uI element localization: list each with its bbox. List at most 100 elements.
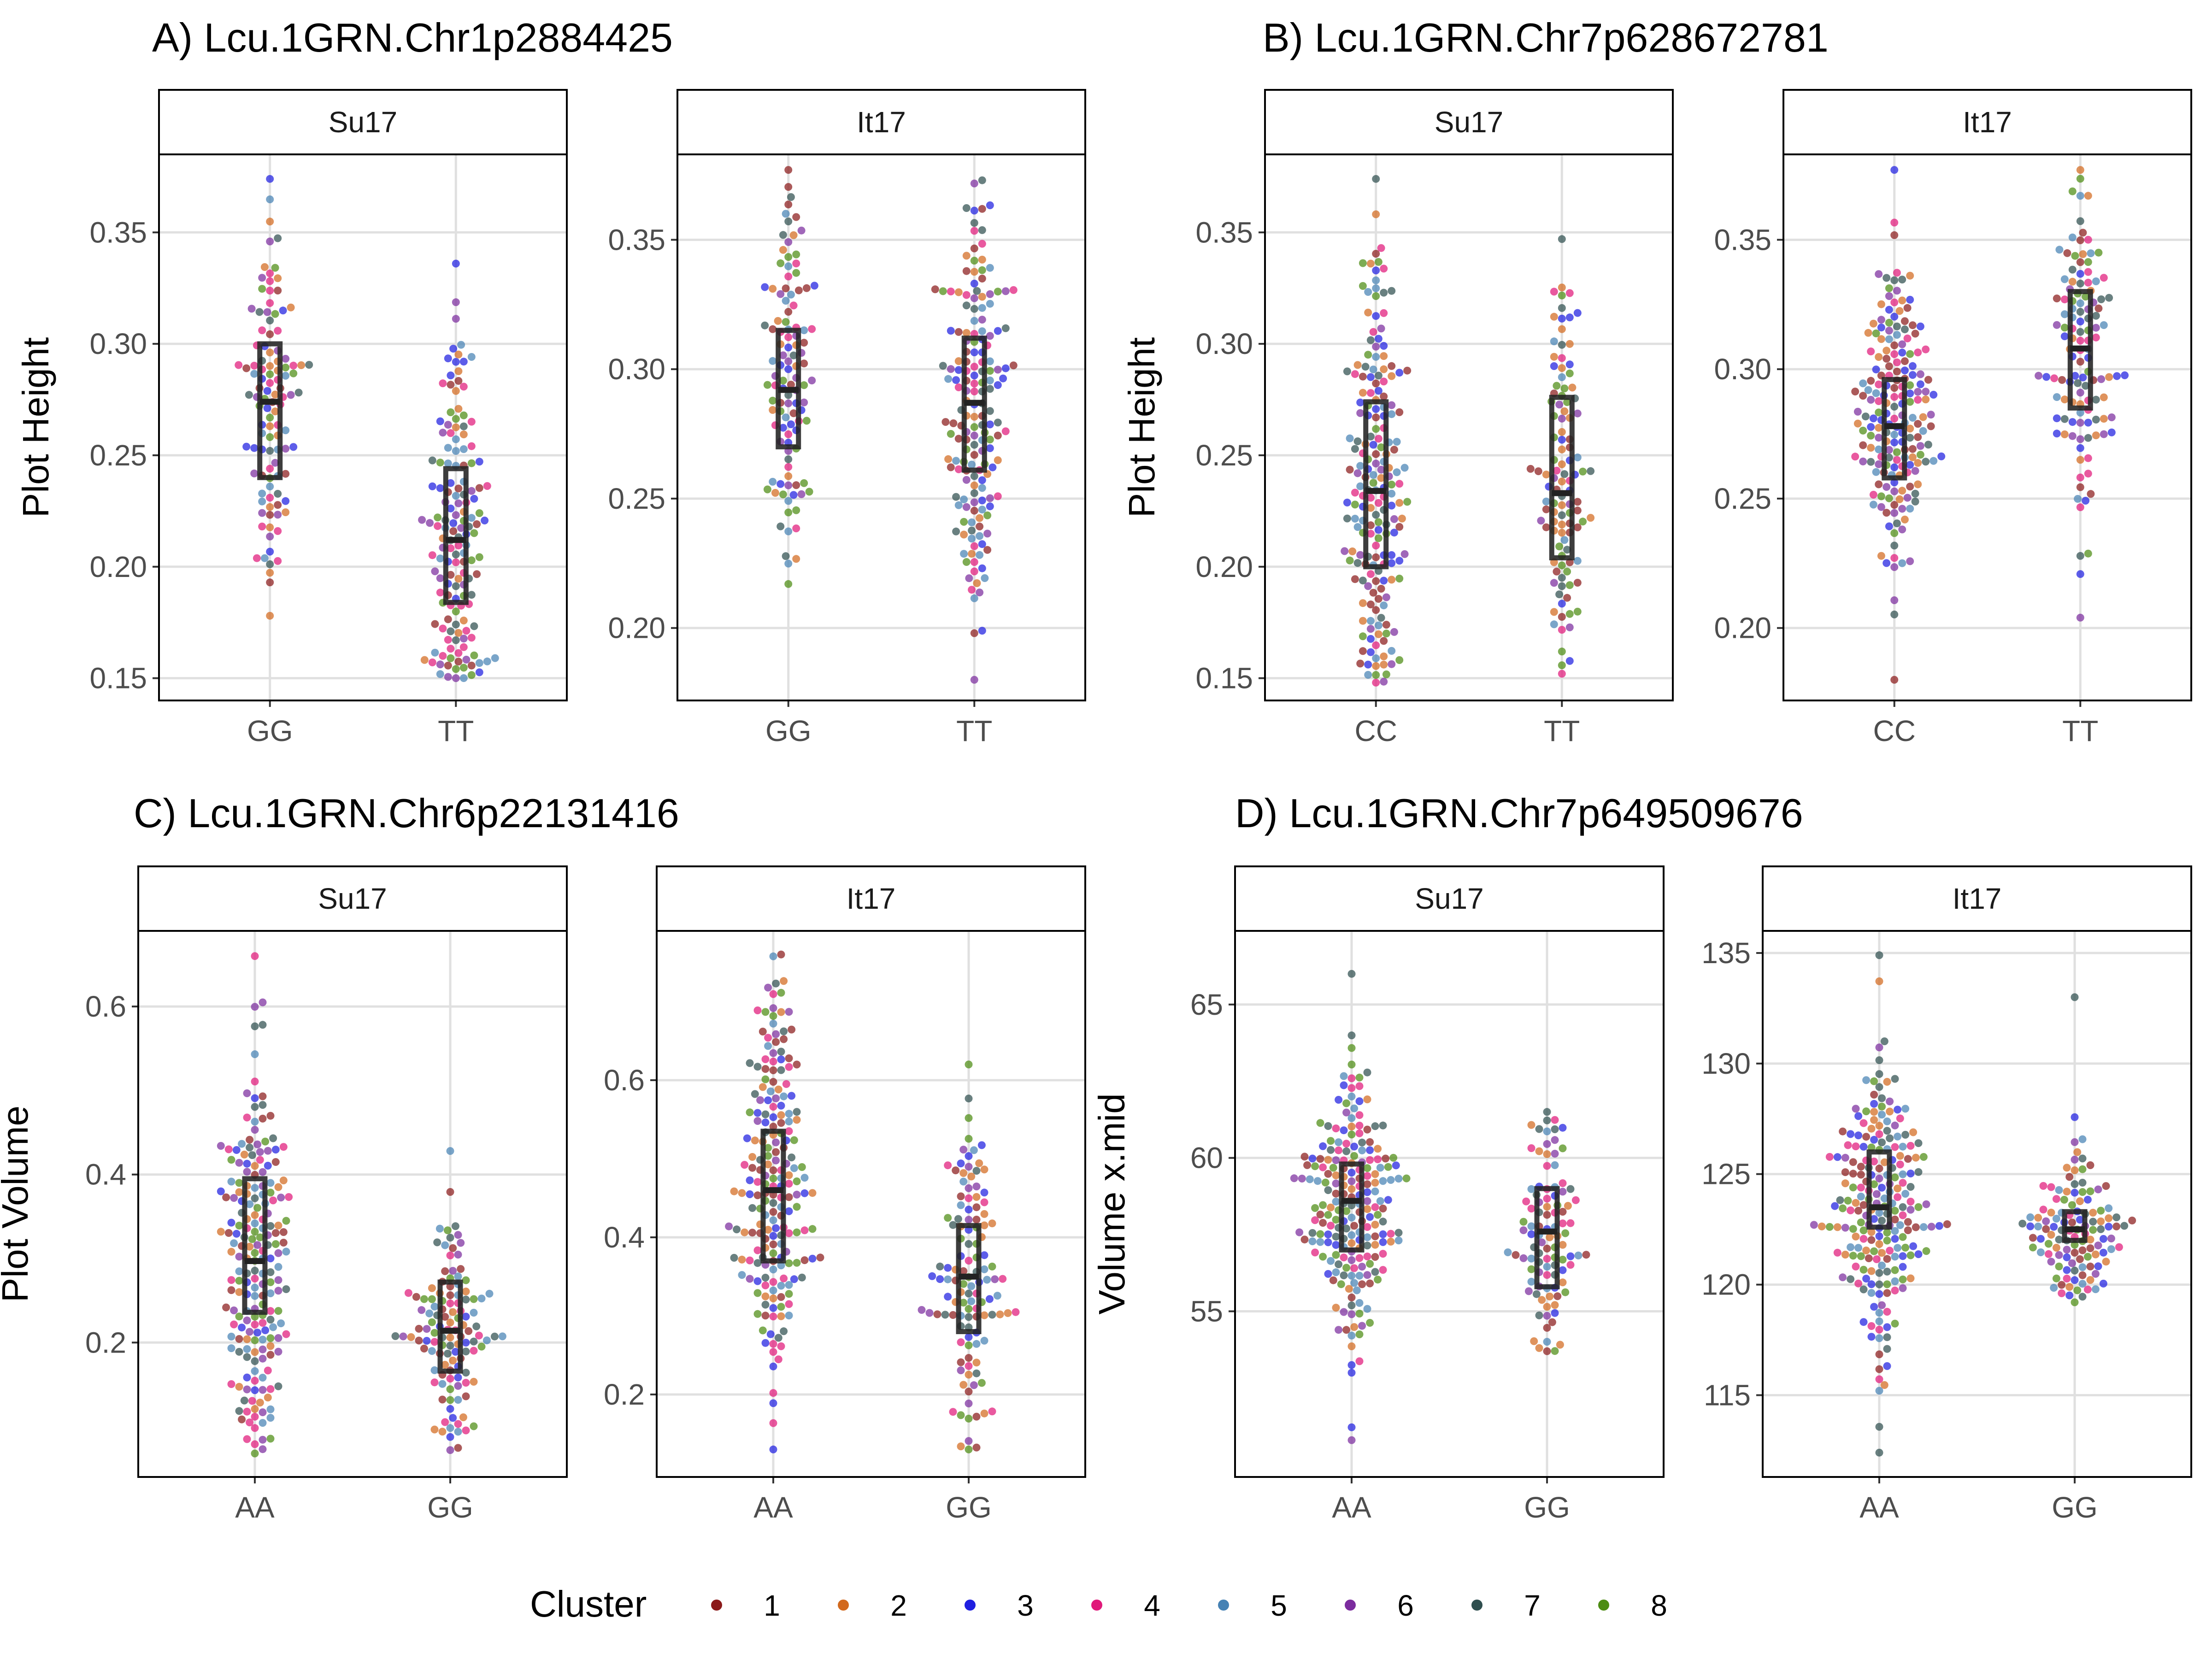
data-point <box>1875 480 1883 488</box>
data-point <box>2068 1201 2076 1209</box>
data-point <box>1364 660 1372 669</box>
facet-strip-label: Su17 <box>1435 106 1503 139</box>
data-point <box>1347 1114 1356 1122</box>
data-point <box>970 305 978 313</box>
data-point <box>1371 1187 1379 1195</box>
data-point <box>452 298 460 306</box>
data-point <box>1890 312 1899 321</box>
data-point <box>1380 652 1388 660</box>
data-point <box>774 1085 782 1094</box>
data-point <box>1890 298 1899 306</box>
data-point <box>1298 1175 1306 1182</box>
data-point <box>994 288 1002 296</box>
data-point <box>954 288 963 296</box>
data-point <box>1912 1153 1920 1162</box>
data-point <box>1372 210 1380 218</box>
data-point <box>2063 249 2071 257</box>
data-point <box>972 1216 981 1224</box>
data-point <box>1335 1138 1343 1147</box>
data-point <box>1916 370 1924 378</box>
data-point <box>1563 546 1571 554</box>
y-tick-label: 120 <box>1701 1268 1751 1301</box>
data-point <box>1347 1294 1356 1301</box>
data-point <box>970 481 978 489</box>
data-point <box>428 658 436 666</box>
data-point <box>1350 1222 1359 1230</box>
data-point <box>2078 1188 2087 1196</box>
data-point <box>264 1394 272 1402</box>
data-point <box>1899 1263 1907 1271</box>
data-point <box>459 643 468 651</box>
data-point <box>1347 1130 1356 1139</box>
data-point <box>1340 1081 1348 1089</box>
data-point <box>1553 567 1561 576</box>
y-tick-label: 0.30 <box>608 353 665 386</box>
chart-title: D) Lcu.1GRN.Chr7p649509676 <box>1235 790 1803 836</box>
data-point <box>753 1063 762 1071</box>
data-point <box>970 206 978 215</box>
data-point <box>1372 405 1380 413</box>
data-point <box>1542 471 1550 479</box>
data-point <box>274 490 282 498</box>
facet-strip <box>656 865 1086 932</box>
data-point <box>260 263 269 271</box>
legend-item-8: 8 <box>1598 1589 1667 1622</box>
data-point <box>1914 388 1922 396</box>
data-point <box>1374 1145 1382 1153</box>
data-point <box>1543 1263 1551 1271</box>
data-point <box>2036 1235 2045 1243</box>
data-point <box>2094 304 2103 312</box>
data-point <box>1316 1119 1324 1127</box>
data-point <box>266 348 274 357</box>
data-point <box>965 1094 973 1103</box>
data-point <box>2018 1219 2027 1228</box>
data-point <box>1864 329 1872 337</box>
data-point <box>944 455 953 463</box>
data-point <box>954 1215 962 1223</box>
data-point <box>235 1159 243 1167</box>
data-point <box>983 546 992 554</box>
data-point <box>1890 218 1899 227</box>
data-point <box>1890 393 1899 401</box>
data-point <box>960 495 968 504</box>
data-point <box>761 283 769 291</box>
data-point <box>1573 557 1582 565</box>
data-point <box>1355 1254 1364 1262</box>
data-point <box>266 547 274 556</box>
legend-item-3: 3 <box>965 1589 1034 1622</box>
data-point <box>780 1035 788 1043</box>
data-point <box>1372 606 1380 614</box>
data-point <box>459 430 468 439</box>
data-point <box>1890 541 1899 550</box>
data-point <box>1369 588 1377 597</box>
data-point <box>2060 395 2069 404</box>
data-point <box>1841 1179 1849 1188</box>
data-point <box>928 1272 936 1280</box>
data-point <box>1369 479 1377 487</box>
data-point <box>2091 1250 2100 1259</box>
data-point <box>263 387 271 395</box>
data-point <box>1350 1152 1359 1160</box>
data-point <box>1859 1318 1868 1326</box>
data-point <box>789 491 798 499</box>
data-point <box>970 558 978 566</box>
data-point <box>2121 371 2129 379</box>
data-point <box>793 1203 801 1211</box>
data-point <box>269 1196 277 1205</box>
data-point <box>1908 453 1917 461</box>
data-point <box>1870 1077 1878 1085</box>
data-point <box>2102 1258 2110 1266</box>
facet-strip-label: It17 <box>847 882 896 915</box>
data-point <box>1927 1223 1936 1231</box>
data-point <box>1558 501 1566 509</box>
data-point <box>1342 1099 1351 1107</box>
data-point <box>1388 481 1396 488</box>
data-point <box>444 421 452 429</box>
data-point <box>1891 1121 1899 1130</box>
data-point <box>439 379 447 388</box>
data-point <box>1372 553 1380 561</box>
data-point <box>1875 1209 1883 1217</box>
data-point <box>1852 1232 1860 1241</box>
data-point <box>1875 408 1883 417</box>
